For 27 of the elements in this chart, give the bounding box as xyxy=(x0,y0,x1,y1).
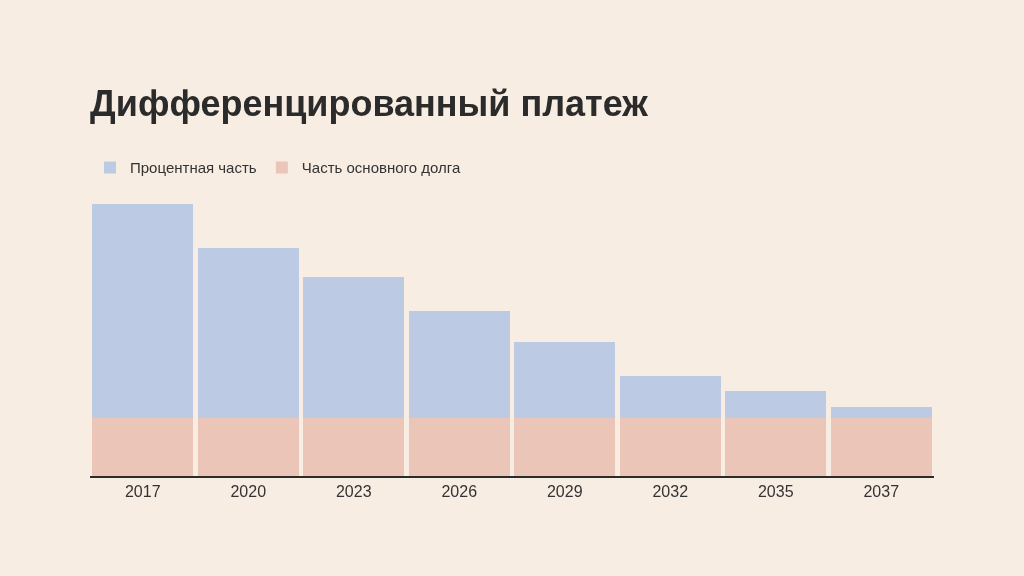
bar xyxy=(197,247,299,419)
bar xyxy=(92,204,194,419)
bar xyxy=(92,418,194,476)
x-tick-label: 2032 xyxy=(652,483,689,501)
x-tick-label: 2037 xyxy=(863,483,900,501)
x-tick-label: 2026 xyxy=(441,483,478,501)
chart-title: Дифференцированный платеж xyxy=(90,83,649,125)
bar xyxy=(514,341,616,419)
bar xyxy=(725,418,827,476)
bar xyxy=(830,407,932,419)
bar xyxy=(303,276,405,419)
bar xyxy=(408,418,510,476)
legend-label: Часть основного долга xyxy=(301,159,461,177)
bar xyxy=(408,310,510,419)
bar xyxy=(830,418,932,476)
x-tick-label: 2020 xyxy=(230,483,267,501)
bar xyxy=(619,418,721,476)
x-tick-label: 2023 xyxy=(335,483,372,501)
bar xyxy=(619,376,721,419)
bar xyxy=(725,390,827,419)
x-tick-label: 2035 xyxy=(757,483,794,501)
legend-label: Процентная часть xyxy=(130,159,257,177)
x-tick-label: 2029 xyxy=(546,483,583,501)
bar xyxy=(303,418,405,476)
bar xyxy=(514,418,616,476)
bar xyxy=(197,418,299,476)
x-tick-label: 2017 xyxy=(124,483,161,501)
